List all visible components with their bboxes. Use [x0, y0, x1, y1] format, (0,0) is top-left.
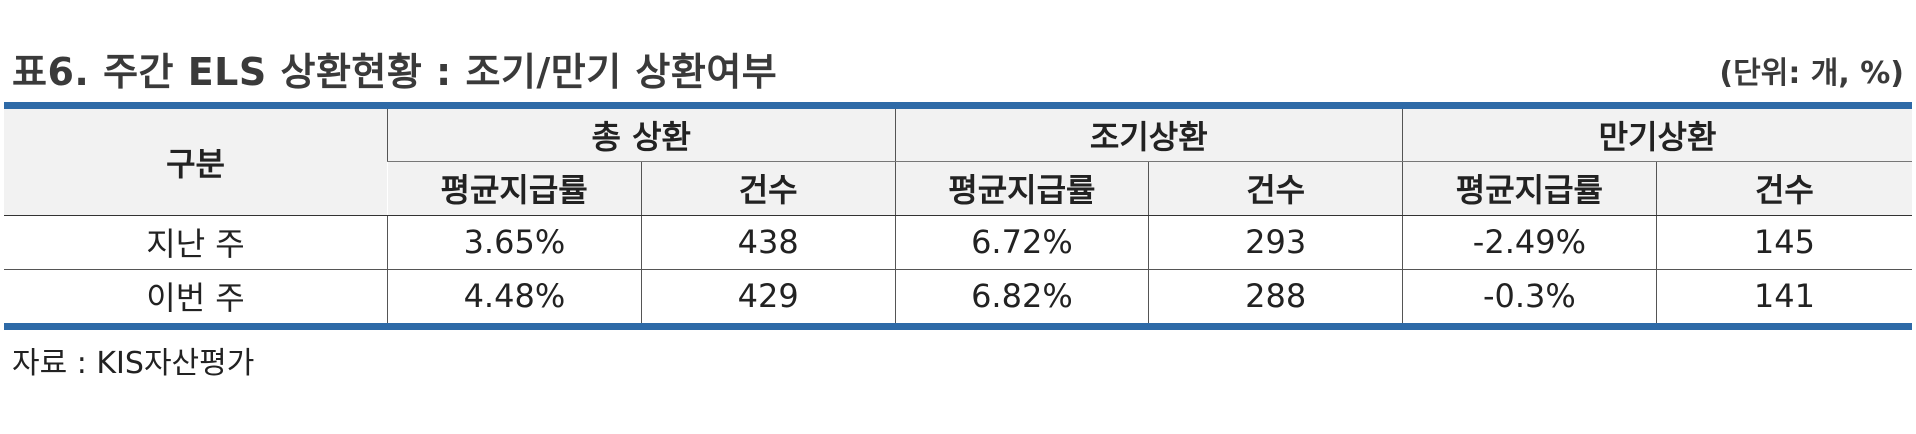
table-cell: 6.72% [894, 215, 1149, 270]
table-cell: 429 [640, 269, 896, 323]
header-row-subcolumns: 평균지급률 건수 평균지급률 건수 평균지급률 건수 [4, 161, 1912, 216]
column-header: 평균지급률 [894, 161, 1149, 216]
header-row-groups: 구분 총 상환 조기상환 만기상환 [4, 109, 1912, 216]
table-cell: 3.65% [387, 215, 642, 270]
table-cell: 288 [1148, 269, 1403, 323]
row-label: 지난 주 [4, 215, 388, 270]
unit-label: (단위: 개, %) [1719, 56, 1904, 91]
table-cell: 293 [1148, 215, 1403, 270]
row-header-label: 구분 [4, 109, 388, 216]
table-cell: 141 [1655, 269, 1912, 323]
row-label: 이번 주 [4, 269, 388, 323]
title-row: 표6. 주간 ELS 상환현황 : 조기/만기 상환여부 (단위: 개, %) [12, 44, 1904, 100]
table-cell: 438 [640, 215, 896, 270]
table-cell: 6.82% [894, 269, 1149, 323]
column-header: 건수 [640, 161, 896, 216]
column-header: 건수 [1655, 161, 1912, 216]
column-header: 평균지급률 [1402, 161, 1657, 216]
group-header-total: 총 상환 [387, 109, 896, 162]
group-header-maturity: 만기상환 [1402, 109, 1912, 162]
table-cell: 4.48% [387, 269, 642, 323]
table-row: 이번 주 4.48% 429 6.82% 288 -0.3% 141 [4, 269, 1912, 323]
table-cell: -0.3% [1402, 269, 1657, 323]
table-cell: -2.49% [1402, 215, 1657, 270]
table-row: 지난 주 3.65% 438 6.72% 293 -2.49% 145 [4, 215, 1912, 270]
column-header: 평균지급률 [387, 161, 642, 216]
source-note: 자료 : KIS자산평가 [12, 346, 255, 381]
table-title: 표6. 주간 ELS 상환현황 : 조기/만기 상환여부 [12, 50, 778, 94]
data-table: 구분 총 상환 조기상환 만기상환 평균지급률 건수 평균지급률 건수 평균지급… [4, 109, 1912, 323]
els-redemption-table: 구분 총 상환 조기상환 만기상환 평균지급률 건수 평균지급률 건수 평균지급… [4, 102, 1912, 330]
group-header-early: 조기상환 [894, 109, 1403, 162]
table-cell: 145 [1655, 215, 1912, 270]
column-header: 건수 [1148, 161, 1403, 216]
